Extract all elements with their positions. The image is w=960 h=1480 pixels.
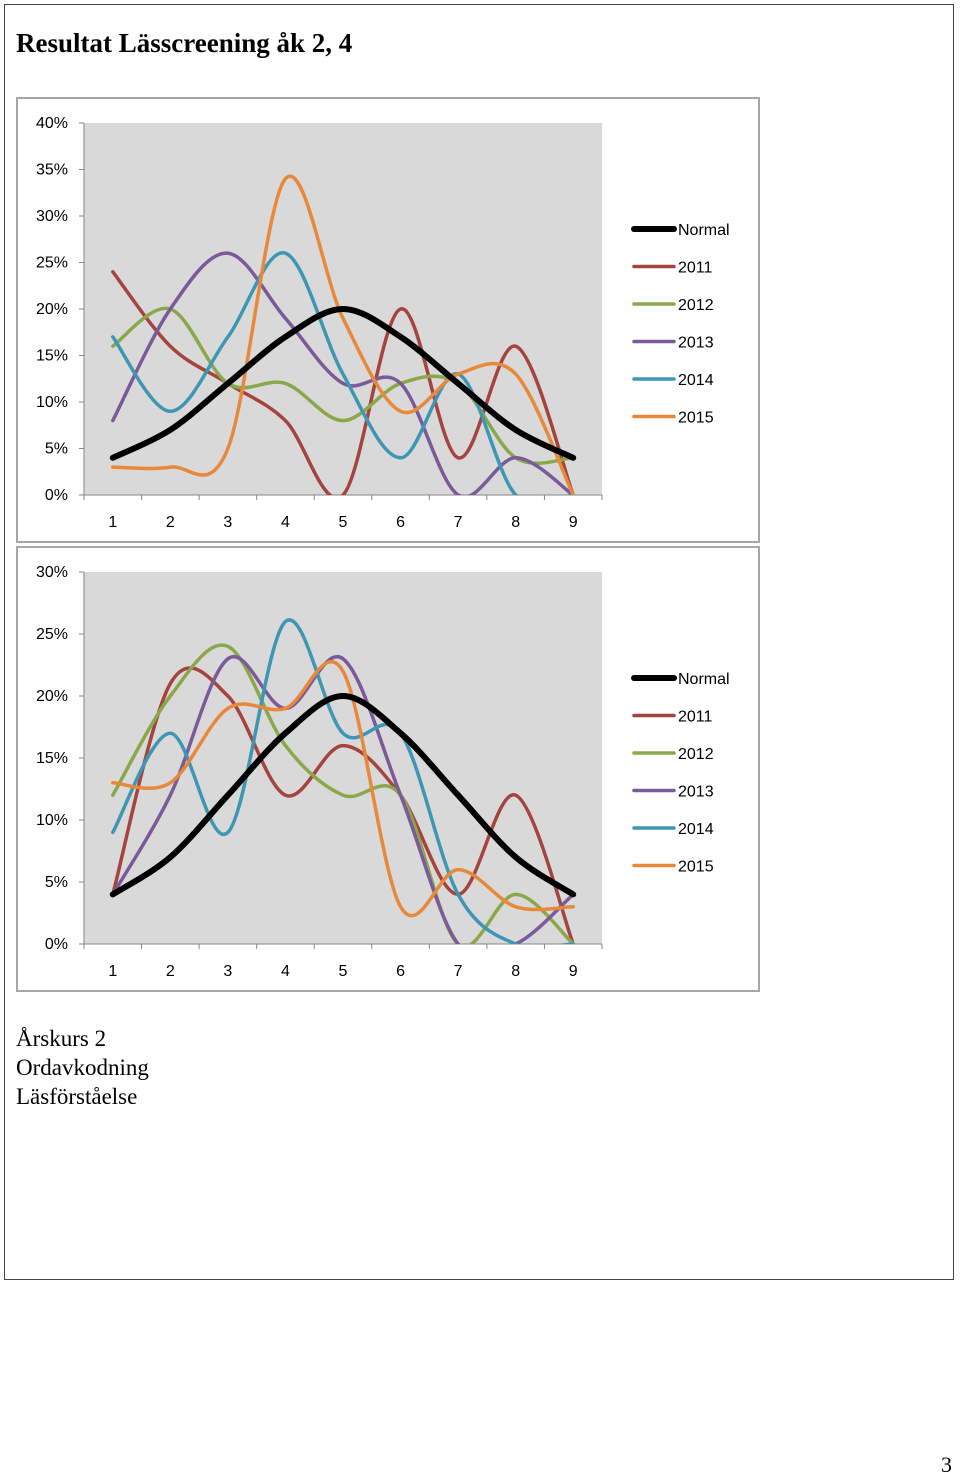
y-tick-label: 25% (36, 255, 68, 272)
chart-lasforstaelse: 0% 5% 10% 15% 20% 25% 30% 1 2 3 4 5 6 7 8 9 Normal 2011 20… (16, 546, 760, 992)
x-tick-label: 5 (339, 514, 348, 531)
series-line-2013 (111, 251, 575, 495)
y-tick-label: 5% (45, 441, 68, 458)
y-tick-label: 25% (36, 626, 68, 643)
series-line-2015 (111, 660, 575, 918)
x-tick-label: 8 (511, 963, 520, 980)
x-tick-label: 3 (223, 963, 232, 980)
y-tick-label: 5% (45, 874, 68, 891)
y-tick-label: 20% (36, 688, 68, 705)
x-tick-label: 8 (511, 514, 520, 531)
chart-svg: 0% 5% 10% 15% 20% 25% 30% 1 2 3 4 5 6 7 8 9 Normal 2011 20… (36, 564, 730, 980)
legend-label-2013: 2013 (678, 335, 714, 352)
chart-ordavkodning: 0% 5% 10% 15% 20% 25% 30% 35% 40% 1 2 3 4 5 6 7 8 9 Normal… (16, 97, 760, 543)
y-tick-label: 15% (36, 348, 68, 365)
series-group (109, 618, 577, 944)
x-tick-label: 6 (396, 514, 405, 531)
legend-label-Normal: Normal (678, 222, 730, 239)
x-tick-label: 1 (108, 514, 117, 531)
y-tick-label: 0% (45, 936, 68, 953)
caption-line-comprehension: Läsförståelse (16, 1084, 138, 1109)
y-tick-label: 10% (36, 394, 68, 411)
legend-label-2011: 2011 (678, 260, 713, 277)
x-tick-label: 7 (454, 963, 463, 980)
legend-label-Normal: Normal (678, 671, 730, 688)
x-tick-label: 9 (569, 963, 578, 980)
y-tick-label: 35% (36, 162, 68, 179)
legend-label-2012: 2012 (678, 297, 714, 314)
series-line-Normal (109, 306, 577, 461)
caption-line-grade: Årskurs 2 (16, 1026, 107, 1051)
legend-label-2013: 2013 (678, 784, 714, 801)
legend-label-2014: 2014 (678, 821, 714, 838)
page-number: 3 (941, 1452, 952, 1477)
y-tick-label: 30% (36, 208, 68, 225)
x-tick-label: 5 (339, 963, 348, 980)
y-tick-label: 30% (36, 564, 68, 581)
series-line-Normal (109, 693, 577, 898)
y-tick-label: 10% (36, 812, 68, 829)
x-tick-label: 4 (281, 514, 290, 531)
series-line-2011 (111, 666, 575, 944)
y-tick-label: 15% (36, 750, 68, 767)
chart-svg: 0% 5% 10% 15% 20% 25% 30% 35% 40% 1 2 3 4 5 6 7 8 9 Normal… (36, 115, 730, 531)
series-line-2012 (111, 643, 575, 944)
x-tick-label: 9 (569, 514, 578, 531)
legend-label-2015: 2015 (678, 859, 714, 876)
caption: Årskurs 2 Ordavkodning Läsförståelse (16, 1024, 149, 1111)
x-tick-label: 1 (108, 963, 117, 980)
x-tick-label: 4 (281, 963, 290, 980)
series-line-2014 (111, 251, 575, 495)
x-tick-label: 6 (396, 963, 405, 980)
series-group (109, 174, 577, 495)
slide-frame (4, 4, 954, 1280)
plot-area (84, 572, 602, 944)
y-tick-label: 0% (45, 487, 68, 504)
y-tick-label: 20% (36, 301, 68, 318)
x-tick-label: 2 (166, 514, 175, 531)
series-line-2014 (111, 618, 575, 944)
legend-label-2012: 2012 (678, 746, 714, 763)
series-line-2012 (111, 306, 575, 465)
page-title: Resultat Lässcreening åk 2, 4 (16, 28, 353, 58)
x-tick-label: 3 (223, 514, 232, 531)
legend-label-2015: 2015 (678, 410, 714, 427)
x-tick-label: 2 (166, 963, 175, 980)
legend-label-2011: 2011 (678, 709, 713, 726)
series-line-2015 (111, 174, 575, 495)
caption-line-decoding: Ordavkodning (16, 1055, 149, 1080)
x-tick-label: 7 (454, 514, 463, 531)
legend-label-2014: 2014 (678, 372, 714, 389)
y-tick-label: 40% (36, 115, 68, 132)
